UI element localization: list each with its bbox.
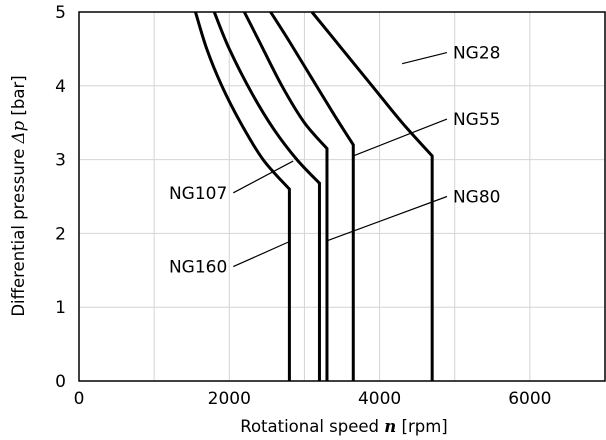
curve-ng80 — [242, 11, 329, 381]
y-tick-label: 1 — [55, 298, 66, 318]
leader-ng80 — [326, 195, 448, 242]
leader-ng160 — [233, 241, 289, 268]
leader-ng28 — [401, 52, 448, 65]
y-tick-label: 4 — [55, 77, 66, 97]
label-ng160: NG160 — [169, 258, 227, 278]
curve-ng55 — [269, 11, 355, 381]
x-tick-label: 2000 — [208, 389, 251, 409]
curve-labels: NG28 NG55 NG80 NG107 NG160 — [169, 44, 501, 278]
x-tick-labels: 0 2000 4000 6000 — [74, 389, 552, 409]
x-tick-label: 4000 — [358, 389, 401, 409]
curve-ng28 — [310, 11, 434, 381]
label-ng55: NG55 — [453, 110, 501, 130]
y-tick-label: 3 — [55, 151, 66, 171]
y-axis-title: Differential pressure Δp [bar] — [9, 75, 28, 316]
y-tick-label: 0 — [55, 372, 66, 392]
label-ng28: NG28 — [453, 44, 501, 64]
x-tick-label: 6000 — [508, 389, 551, 409]
leader-ng55 — [353, 118, 448, 157]
x-axis-title: Rotational speed n [rpm] — [240, 417, 448, 436]
y-tick-label: 5 — [55, 3, 66, 23]
plot-frame — [78, 11, 606, 382]
y-tick-labels: 0 1 2 3 4 5 — [55, 3, 66, 392]
y-tick-label: 2 — [55, 224, 66, 244]
curves — [194, 11, 434, 381]
grid-lines — [79, 12, 605, 381]
leader-ng107 — [233, 160, 294, 194]
label-ng80: NG80 — [453, 188, 501, 208]
label-leaders — [233, 52, 448, 268]
label-ng107: NG107 — [169, 184, 227, 204]
curve-ng160 — [194, 11, 291, 381]
x-tick-label: 0 — [74, 389, 85, 409]
curve-ng107 — [212, 11, 321, 381]
